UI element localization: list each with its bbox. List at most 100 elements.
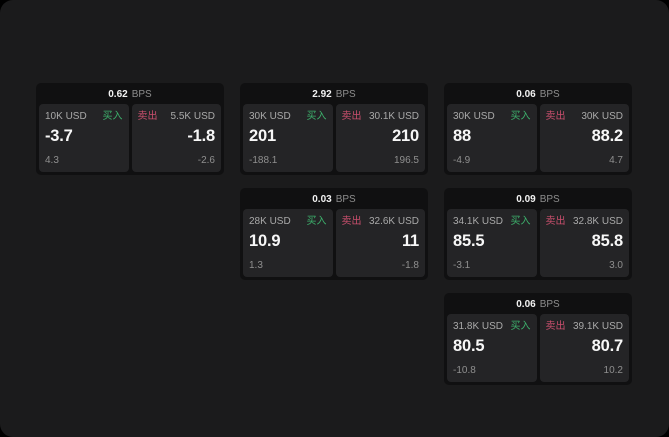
sell-delta: 196.5 [393,155,419,166]
sell-panel-top: 卖出 32.8K USD [546,216,624,227]
sell-size: 32.6K USD [368,216,419,227]
spread-header: 0.06 BPS [447,296,629,314]
buy-price: 10.9 [249,232,281,250]
sell-size: 30.1K USD [368,111,419,122]
sell-side-label: 卖出 [341,216,362,227]
spread-value: 2.92 [312,89,332,100]
buy-delta: -188.1 [249,155,278,166]
buy-delta: -4.9 [453,155,471,166]
sell-panel-top: 卖出 32.6K USD [342,216,420,227]
buy-side-label: 买入 [510,321,531,332]
buy-size: 28K USD [249,216,291,227]
sell-quote-panel[interactable]: 卖出 30K USD 88.2 4.7 [539,104,629,172]
buy-size: 10K USD [45,111,87,122]
buy-size: 34.1K USD [453,216,504,227]
buy-side-label: 买入 [306,216,327,227]
sell-quote-panel[interactable]: 卖出 32.6K USD 11 -1.8 [335,209,425,277]
quote-card: 0.03 BPS 28K USD 买入 10.9 1.3 卖出 32.6K US… [240,188,428,280]
sell-panel-top: 卖出 30.1K USD [342,111,420,122]
sell-quote-panel[interactable]: 卖出 30.1K USD 210 196.5 [335,104,425,172]
quote-panels: 30K USD 买入 88 -4.9 卖出 30K USD 88.2 4.7 [447,104,629,172]
spread-unit: BPS [539,89,560,100]
sell-price: 88.2 [591,127,624,145]
buy-side-label: 买入 [510,216,531,227]
quote-card: 0.62 BPS 10K USD 买入 -3.7 4.3 卖出 5.5K USD… [36,83,224,175]
buy-quote-panel[interactable]: 31.8K USD 买入 80.5 -10.8 [447,314,537,382]
quote-panels: 28K USD 买入 10.9 1.3 卖出 32.6K USD 11 -1.8 [243,209,425,277]
sell-delta: -2.6 [197,155,215,166]
sell-panel-top: 卖出 39.1K USD [546,321,624,332]
buy-price: 88 [453,127,471,145]
quote-panels: 10K USD 买入 -3.7 4.3 卖出 5.5K USD -1.8 -2.… [39,104,221,172]
buy-price: 85.5 [453,232,485,250]
buy-panel-top: 30K USD 买入 [249,111,327,122]
quote-card: 0.09 BPS 34.1K USD 买入 85.5 -3.1 卖出 32.8K… [444,188,632,280]
buy-delta: 1.3 [249,260,263,271]
buy-quote-panel[interactable]: 30K USD 买入 88 -4.9 [447,104,537,172]
spread-header: 0.09 BPS [447,191,629,209]
buy-side-label: 买入 [510,111,531,122]
buy-panel-top: 28K USD 买入 [249,216,327,227]
quote-panels: 34.1K USD 买入 85.5 -3.1 卖出 32.8K USD 85.8… [447,209,629,277]
buy-quote-panel[interactable]: 10K USD 买入 -3.7 4.3 [39,104,129,172]
sell-size: 39.1K USD [572,321,623,332]
buy-side-label: 买入 [102,111,123,122]
spread-header: 0.06 BPS [447,86,629,104]
sell-side-label: 卖出 [341,111,362,122]
quote-card: 0.06 BPS 30K USD 买入 88 -4.9 卖出 30K USD 8… [444,83,632,175]
sell-quote-panel[interactable]: 卖出 39.1K USD 80.7 10.2 [539,314,629,382]
sell-panel-top: 卖出 30K USD [546,111,624,122]
buy-side-label: 买入 [306,111,327,122]
spread-header: 2.92 BPS [243,86,425,104]
spread-unit: BPS [539,194,560,205]
buy-size: 31.8K USD [453,321,504,332]
sell-delta: 4.7 [609,155,623,166]
spread-value: 0.62 [108,89,128,100]
sell-price: 80.7 [591,337,624,355]
sell-side-label: 卖出 [545,321,566,332]
spread-value: 0.09 [516,194,536,205]
sell-side-label: 卖出 [137,111,158,122]
sell-quote-panel[interactable]: 卖出 32.8K USD 85.8 3.0 [539,209,629,277]
spread-value: 0.06 [516,89,536,100]
sell-delta: -1.8 [401,260,419,271]
buy-panel-top: 10K USD 买入 [45,111,123,122]
sell-panel-top: 卖出 5.5K USD [138,111,216,122]
sell-size: 32.8K USD [572,216,623,227]
spread-unit: BPS [539,299,560,310]
buy-price: -3.7 [45,127,73,145]
sell-price: -1.8 [187,127,215,145]
sell-size: 30K USD [581,111,623,122]
buy-quote-panel[interactable]: 34.1K USD 买入 85.5 -3.1 [447,209,537,277]
buy-panel-top: 30K USD 买入 [453,111,531,122]
sell-price: 210 [392,127,419,145]
quote-card-grid: 0.62 BPS 10K USD 买入 -3.7 4.3 卖出 5.5K USD… [36,83,632,385]
buy-size: 30K USD [453,111,495,122]
buy-delta: -10.8 [453,365,476,376]
buy-size: 30K USD [249,111,291,122]
quote-panels: 31.8K USD 买入 80.5 -10.8 卖出 39.1K USD 80.… [447,314,629,382]
spread-unit: BPS [335,89,356,100]
sell-quote-panel[interactable]: 卖出 5.5K USD -1.8 -2.6 [131,104,221,172]
sell-price: 85.8 [591,232,624,250]
buy-price: 80.5 [453,337,485,355]
quote-panels: 30K USD 买入 201 -188.1 卖出 30.1K USD 210 1… [243,104,425,172]
sell-side-label: 卖出 [545,216,566,227]
sell-size: 5.5K USD [170,111,215,122]
buy-quote-panel[interactable]: 30K USD 买入 201 -188.1 [243,104,333,172]
buy-delta: -3.1 [453,260,471,271]
sell-side-label: 卖出 [545,111,566,122]
sell-price: 11 [401,232,419,250]
spread-value: 0.06 [516,299,536,310]
spread-value: 0.03 [312,194,332,205]
sell-delta: 10.2 [603,365,623,376]
buy-quote-panel[interactable]: 28K USD 买入 10.9 1.3 [243,209,333,277]
buy-panel-top: 31.8K USD 买入 [453,321,531,332]
spread-header: 0.62 BPS [39,86,221,104]
quote-card: 2.92 BPS 30K USD 买入 201 -188.1 卖出 30.1K … [240,83,428,175]
buy-panel-top: 34.1K USD 买入 [453,216,531,227]
quote-card: 0.06 BPS 31.8K USD 买入 80.5 -10.8 卖出 39.1… [444,293,632,385]
spread-unit: BPS [131,89,152,100]
sell-delta: 3.0 [609,260,623,271]
